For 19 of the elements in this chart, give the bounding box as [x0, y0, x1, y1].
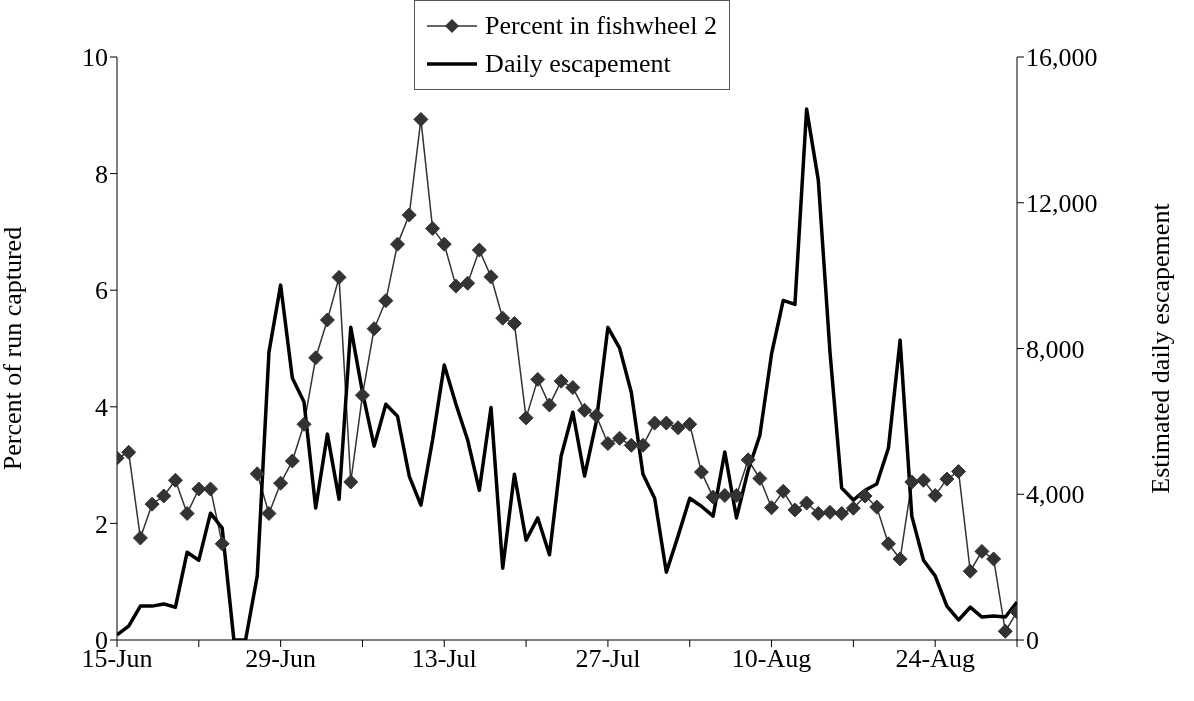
legend-label: Daily escapement	[485, 49, 671, 79]
x-tick-label: 29-Jun	[245, 644, 317, 674]
y2-tick-label: 4,000	[1026, 480, 1085, 510]
legend-label: Percent in fishwheel 2	[485, 11, 717, 41]
y-axis-title: Percent of run captured	[0, 226, 28, 471]
x-tick-label: 24-Aug	[895, 644, 975, 674]
y2-tick-label: 8,000	[1026, 334, 1085, 364]
y-tick-label: 10	[82, 43, 108, 73]
y2-axis-title: Estimated daily escapement	[1146, 202, 1176, 494]
y-tick-label: 2	[95, 509, 108, 539]
y2-tick-label: 0	[1026, 626, 1039, 656]
x-tick-label: 10-Aug	[731, 644, 812, 674]
y2-tick-label: 12,000	[1026, 188, 1098, 218]
y-tick-label: 4	[95, 393, 108, 423]
x-tick-label: 13-Jul	[411, 644, 477, 674]
y2-tick-label: 16,000	[1026, 43, 1098, 73]
y-tick-label: 8	[95, 159, 108, 189]
y-tick-label: 6	[95, 276, 108, 306]
x-tick-label: 27-Jul	[575, 644, 641, 674]
